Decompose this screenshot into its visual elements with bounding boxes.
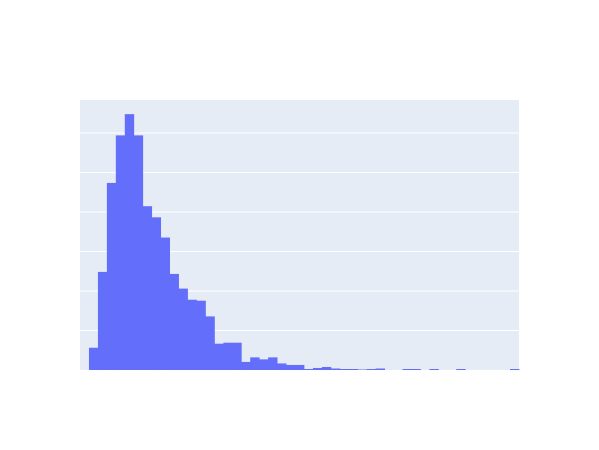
histogram-bar: [143, 206, 152, 370]
histogram-bar: [107, 183, 116, 370]
histogram-bar: [411, 369, 420, 370]
histogram-bar: [322, 367, 331, 370]
histogram-bar: [286, 365, 295, 370]
histogram-bar: [134, 135, 143, 370]
histogram-bar: [179, 289, 188, 370]
histogram-bar: [98, 272, 107, 370]
histogram-bar: [403, 369, 412, 370]
histogram-bar: [367, 369, 376, 370]
histogram-bar: [125, 114, 134, 370]
histogram-bar: [349, 369, 358, 370]
histogram-bar: [358, 369, 367, 370]
histogram-bar: [295, 365, 304, 370]
histogram-bar: [161, 238, 170, 370]
histogram-bar: [376, 368, 385, 370]
histogram-bar: [304, 369, 313, 370]
histogram-bar: [152, 217, 161, 370]
histogram-bar: [214, 344, 223, 370]
histogram-bar: [116, 135, 125, 370]
histogram-bar: [313, 368, 322, 370]
histogram-bar: [196, 301, 205, 370]
histogram-bar: [188, 300, 197, 370]
histogram-bar: [250, 357, 259, 370]
histogram-bar: [89, 348, 98, 370]
histogram-bar: [223, 343, 232, 370]
histogram-bar: [340, 369, 349, 370]
histogram-bar: [456, 369, 465, 370]
histogram-bar: [259, 359, 268, 370]
histogram-bar: [268, 357, 277, 370]
histogram-bar: [429, 369, 438, 370]
histogram-bar: [232, 343, 241, 370]
histogram-bar: [510, 369, 519, 370]
histogram-bar: [205, 316, 214, 370]
histogram-bar: [241, 362, 250, 370]
histogram-bar: [170, 274, 179, 370]
histogram-bar: [277, 363, 286, 370]
histogram-bar: [331, 368, 340, 370]
